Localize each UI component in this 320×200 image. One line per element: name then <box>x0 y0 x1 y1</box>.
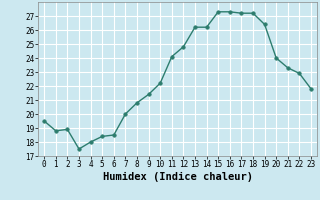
X-axis label: Humidex (Indice chaleur): Humidex (Indice chaleur) <box>103 172 252 182</box>
